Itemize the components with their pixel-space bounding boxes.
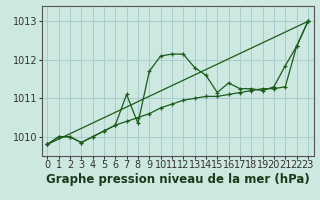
X-axis label: Graphe pression niveau de la mer (hPa): Graphe pression niveau de la mer (hPa) <box>46 173 309 186</box>
